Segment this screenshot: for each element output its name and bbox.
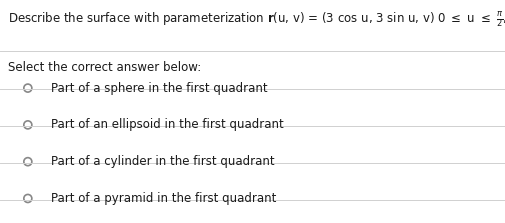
Text: Select the correct answer below:: Select the correct answer below: [8,61,200,74]
Text: Part of an ellipsoid in the first quadrant: Part of an ellipsoid in the first quadra… [50,118,283,131]
Text: Part of a sphere in the first quadrant: Part of a sphere in the first quadrant [50,82,267,95]
Text: Describe the surface with parameterization $\mathbf{r}$(u, v) = (3 cos u, 3 sin : Describe the surface with parameterizati… [8,11,505,30]
Text: Part of a cylinder in the first quadrant: Part of a cylinder in the first quadrant [50,155,274,168]
Text: Part of a pyramid in the first quadrant: Part of a pyramid in the first quadrant [50,192,275,205]
